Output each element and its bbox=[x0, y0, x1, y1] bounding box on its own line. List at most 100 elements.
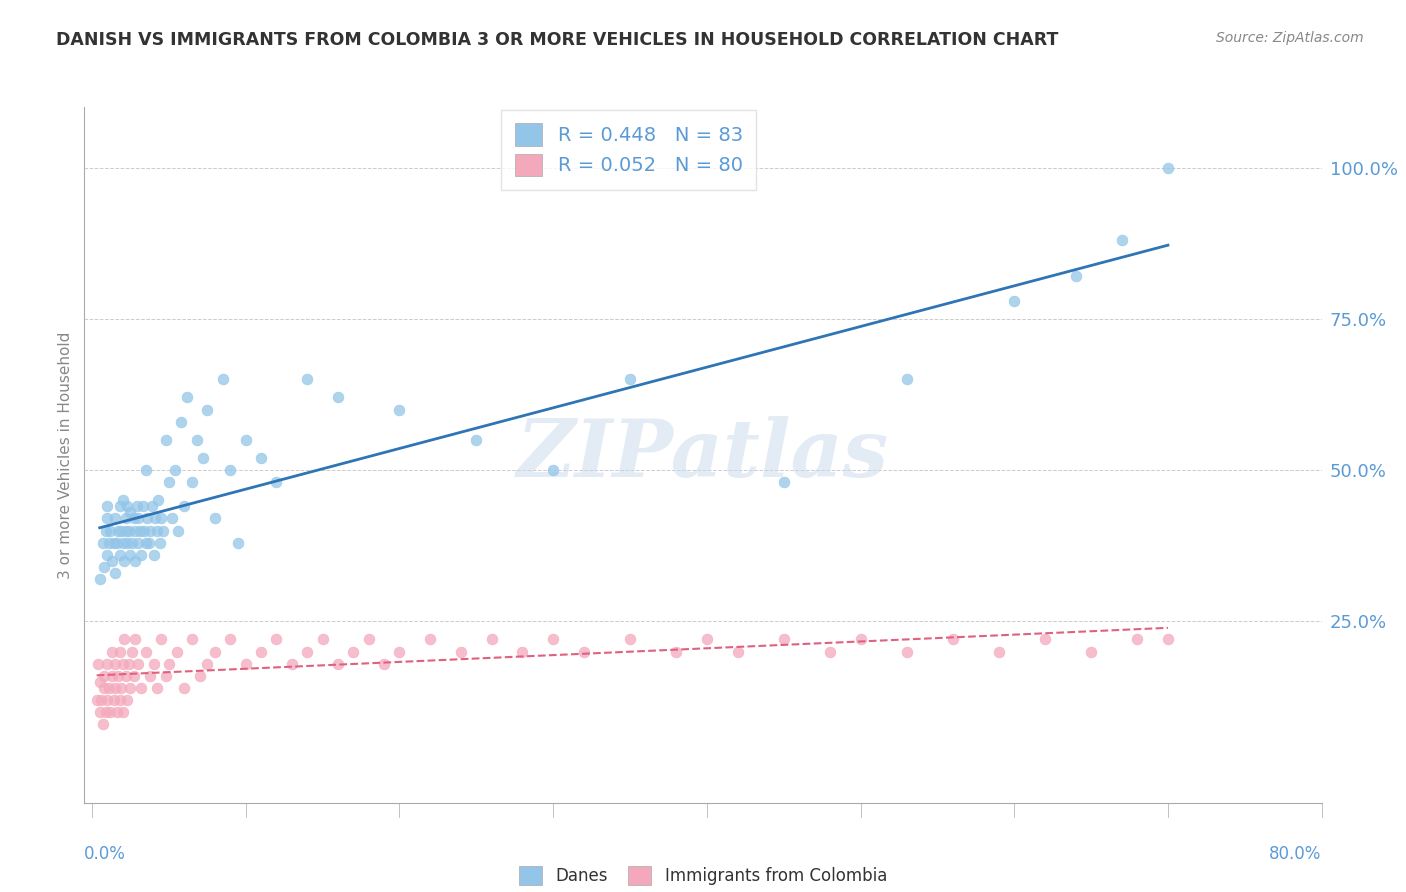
Text: ZIPatlas: ZIPatlas bbox=[517, 417, 889, 493]
Text: 0.0%: 0.0% bbox=[84, 845, 127, 863]
Point bbox=[122, 669, 145, 683]
Point bbox=[91, 717, 114, 731]
Point bbox=[987, 644, 1010, 658]
Point bbox=[117, 500, 139, 514]
Point bbox=[101, 669, 124, 683]
Point bbox=[142, 657, 165, 671]
Point bbox=[96, 548, 118, 562]
Point bbox=[219, 632, 242, 647]
Point bbox=[111, 535, 134, 549]
Point bbox=[450, 644, 472, 658]
Point bbox=[326, 657, 349, 671]
Point bbox=[104, 511, 127, 525]
Point bbox=[219, 463, 242, 477]
Point bbox=[142, 548, 165, 562]
Point bbox=[139, 669, 162, 683]
Point bbox=[115, 511, 138, 525]
Point bbox=[111, 705, 134, 719]
Legend: Danes, Immigrants from Colombia: Danes, Immigrants from Colombia bbox=[512, 859, 894, 892]
Point bbox=[170, 415, 193, 429]
Point bbox=[117, 535, 139, 549]
Point bbox=[481, 632, 503, 647]
Point bbox=[107, 524, 129, 538]
Point bbox=[121, 535, 143, 549]
Point bbox=[110, 681, 132, 695]
Point bbox=[127, 535, 149, 549]
Point bbox=[157, 475, 180, 490]
Point bbox=[145, 524, 167, 538]
Point bbox=[155, 669, 177, 683]
Point bbox=[127, 511, 149, 525]
Point bbox=[727, 644, 749, 658]
Point bbox=[89, 572, 111, 586]
Point bbox=[896, 644, 918, 658]
Point bbox=[97, 681, 120, 695]
Point bbox=[103, 535, 125, 549]
Point bbox=[141, 500, 163, 514]
Point bbox=[619, 372, 641, 386]
Y-axis label: 3 or more Vehicles in Household: 3 or more Vehicles in Household bbox=[58, 331, 73, 579]
Text: Source: ZipAtlas.com: Source: ZipAtlas.com bbox=[1216, 31, 1364, 45]
Point bbox=[1033, 632, 1056, 647]
Point bbox=[250, 450, 273, 465]
Point bbox=[104, 657, 127, 671]
Point bbox=[112, 554, 135, 568]
Point bbox=[152, 524, 174, 538]
Point bbox=[311, 632, 333, 647]
Point bbox=[110, 524, 132, 538]
Point bbox=[150, 511, 173, 525]
Point bbox=[1080, 644, 1102, 658]
Point bbox=[121, 644, 143, 658]
Point bbox=[619, 632, 641, 647]
Point bbox=[541, 632, 564, 647]
Point bbox=[124, 554, 146, 568]
Point bbox=[97, 535, 120, 549]
Point bbox=[942, 632, 965, 647]
Point bbox=[166, 644, 188, 658]
Point bbox=[188, 669, 211, 683]
Point bbox=[115, 669, 138, 683]
Point bbox=[129, 681, 152, 695]
Point bbox=[266, 475, 288, 490]
Text: DANISH VS IMMIGRANTS FROM COLOMBIA 3 OR MORE VEHICLES IN HOUSEHOLD CORRELATION C: DANISH VS IMMIGRANTS FROM COLOMBIA 3 OR … bbox=[56, 31, 1059, 49]
Point bbox=[136, 511, 159, 525]
Point bbox=[96, 500, 118, 514]
Point bbox=[186, 433, 208, 447]
Point bbox=[100, 705, 122, 719]
Point bbox=[108, 644, 131, 658]
Point bbox=[127, 657, 149, 671]
Point bbox=[120, 681, 142, 695]
Point bbox=[191, 450, 214, 465]
Point bbox=[135, 535, 157, 549]
Point bbox=[89, 674, 111, 689]
Point bbox=[326, 391, 349, 405]
Point bbox=[134, 524, 156, 538]
Point bbox=[107, 669, 129, 683]
Point bbox=[104, 681, 127, 695]
Point bbox=[111, 657, 134, 671]
Point bbox=[167, 524, 190, 538]
Point bbox=[281, 657, 304, 671]
Point bbox=[94, 705, 117, 719]
Point bbox=[173, 500, 195, 514]
Point bbox=[108, 693, 131, 707]
Point bbox=[388, 402, 411, 417]
Point bbox=[129, 548, 152, 562]
Point bbox=[96, 693, 118, 707]
Point bbox=[388, 644, 411, 658]
Point bbox=[150, 632, 173, 647]
Point bbox=[90, 693, 112, 707]
Point bbox=[211, 372, 233, 386]
Point bbox=[117, 693, 139, 707]
Point bbox=[297, 372, 319, 386]
Point bbox=[96, 511, 118, 525]
Point bbox=[1157, 161, 1180, 175]
Point bbox=[195, 402, 218, 417]
Point bbox=[342, 644, 364, 658]
Point bbox=[357, 632, 380, 647]
Point bbox=[235, 433, 257, 447]
Point bbox=[896, 372, 918, 386]
Point bbox=[572, 644, 595, 658]
Point bbox=[125, 500, 148, 514]
Point bbox=[103, 693, 125, 707]
